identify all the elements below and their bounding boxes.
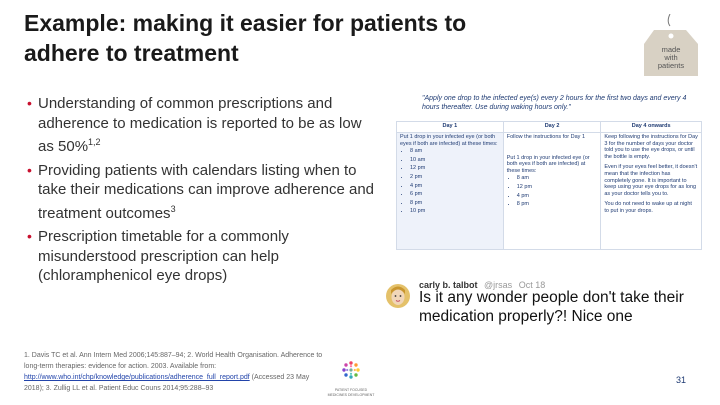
bullet-citation: 3: [170, 203, 176, 214]
tweet-card: carly b. talbot @jrsas Oct 18 Is it any …: [386, 280, 706, 330]
day2-instructions: Put 1 drop in your infected eye (or both…: [506, 154, 590, 174]
time-item: 4 pm: [517, 193, 598, 200]
bullet-item: • Prescription timetable for a commonly m…: [27, 227, 378, 286]
time-item: 8 am: [517, 175, 598, 182]
tweet-date: Oct 18: [518, 280, 546, 290]
time-item: 12 pm: [517, 184, 598, 191]
time-item: 6 pm: [410, 191, 500, 198]
timetable-day2-cell: Follow the instructions for Day 1 Put 1 …: [502, 132, 602, 250]
bullet-item: • Understanding of common prescriptions a…: [27, 94, 378, 157]
time-item: 8 pm: [410, 200, 500, 207]
tweet-author-name: carly b. talbot: [419, 280, 478, 290]
timetable-header-day2: Day 2: [502, 121, 602, 133]
bullet-list: • Understanding of common prescriptions a…: [27, 94, 378, 290]
day1-times: 8 am 10 am 12 pm 2 pm 4 pm 6 pm 8 pm 10 …: [400, 148, 500, 215]
bullet-text: Understanding of common prescriptions an…: [38, 95, 362, 155]
bullet-citation: 1,2: [88, 137, 101, 147]
logo-line-2: MEDICINES DEVELOPMENT: [327, 393, 375, 397]
references-text-2: (Accessed 23 May 2018); 3. Zullig LL et …: [24, 374, 310, 392]
timetable-day4-cell: Keep following the instructions for Day …: [600, 132, 702, 250]
made-with-patients-tag-icon: made with patients: [640, 14, 704, 78]
bullet-text: Prescription timetable for a commonly mi…: [38, 228, 289, 284]
time-item: 2 pm: [410, 174, 500, 181]
bullet-dot-icon: •: [27, 228, 32, 244]
references: 1. Davis TC et al. Ann Intern Med 2006;1…: [24, 350, 324, 394]
time-item: 8 am: [410, 148, 500, 155]
avatar: [386, 284, 410, 308]
time-item: 8 pm: [517, 201, 598, 208]
prescription-quote: "Apply one drop to the infected eye(s) e…: [422, 95, 687, 111]
time-item: 12 pm: [410, 165, 500, 172]
bullet-item: • Providing patients with calendars listi…: [27, 161, 378, 224]
page-number: 31: [676, 375, 687, 385]
logo-line-1: PATIENT FOCUSED: [334, 388, 368, 392]
day4-instructions: Keep following the instructions for Day …: [604, 134, 698, 160]
tag-line-3: patients: [658, 61, 685, 70]
references-text-1: 1. Davis TC et al. Ann Intern Med 2006;1…: [24, 352, 323, 370]
bullet-text: Providing patients with calendars listin…: [38, 161, 375, 222]
slide-title: Example: making it easier for patients t…: [24, 10, 467, 66]
prescription-timetable: Day 1 Day 2 Day 4 onwards Put 1 drop in …: [396, 121, 702, 250]
time-item: 10 am: [410, 157, 500, 164]
day1-instructions: Put 1 drop in your infected eye (or both…: [400, 134, 498, 147]
time-item: 4 pm: [410, 183, 500, 190]
day2-follow-note: Follow the instructions for Day 1: [506, 134, 586, 140]
time-item: 10 pm: [410, 208, 500, 215]
tweet-handle: @jrsas: [484, 280, 513, 290]
tag-line-2: with: [663, 53, 677, 62]
timetable-header-day1: Day 1: [396, 121, 504, 133]
pfmd-logo-icon: [342, 361, 360, 379]
who-report-link[interactable]: http://www.who.int/chp/knowledge/publica…: [24, 374, 250, 381]
day4-night-note: You do not need to wake up at night to p…: [604, 201, 692, 214]
timetable-header-day4: Day 4 onwards: [600, 121, 702, 133]
day2-times: 8 am 12 pm 4 pm 8 pm: [507, 175, 598, 207]
tag-line-1: made: [662, 45, 681, 54]
day4-warning: Even if your eyes feel better, it doesn'…: [604, 164, 698, 197]
bullet-dot-icon: •: [27, 95, 32, 111]
bullet-dot-icon: •: [27, 161, 32, 178]
patient-focused-medicines-development-logo: PATIENT FOCUSED MEDICINES DEVELOPMENT: [326, 358, 376, 400]
timetable-day1-cell: Put 1 drop in your infected eye (or both…: [396, 132, 504, 250]
tweet-header: carly b. talbot @jrsas Oct 18: [419, 280, 545, 290]
tweet-text: Is it any wonder people don't take their…: [419, 289, 684, 325]
